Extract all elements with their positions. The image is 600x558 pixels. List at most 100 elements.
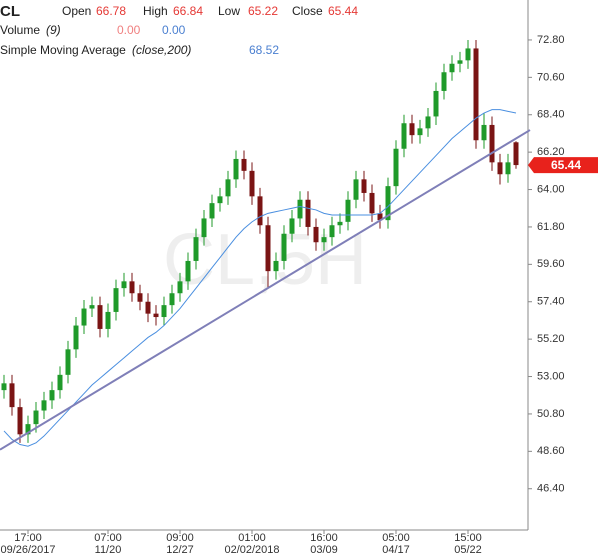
candle-body xyxy=(17,407,23,435)
x-tick-label: 01:00 xyxy=(238,532,266,544)
candle-body xyxy=(377,213,383,221)
candle-body xyxy=(105,311,111,329)
x-tick-label: 07:00 xyxy=(94,532,122,544)
candle-body xyxy=(457,60,463,64)
candle-body xyxy=(313,226,319,243)
y-tick-label: 50.80 xyxy=(537,408,565,420)
symbol: CL xyxy=(0,3,20,20)
x-tick-label: 16:00 xyxy=(310,532,338,544)
candle-body xyxy=(425,116,431,129)
candle-body xyxy=(113,288,119,312)
x-tick-date: 11/20 xyxy=(95,544,122,556)
y-tick-label: 59.60 xyxy=(537,258,565,270)
candle-body xyxy=(465,48,471,61)
x-tick-date: 09/26/2017 xyxy=(0,544,55,556)
candle-body xyxy=(89,305,95,309)
candle-body xyxy=(217,196,223,204)
candle-body xyxy=(321,237,327,243)
candle-body xyxy=(33,410,39,425)
candle-body xyxy=(185,260,191,282)
y-tick-label: 53.00 xyxy=(537,370,565,382)
y-tick-label: 72.80 xyxy=(537,34,565,46)
high-value: 66.84 xyxy=(173,4,203,18)
sma-value: 68.52 xyxy=(249,43,279,57)
volume-label: Volume xyxy=(0,23,40,37)
candle-body xyxy=(497,162,503,175)
trend-line xyxy=(0,129,531,451)
candle-body xyxy=(505,162,511,175)
y-tick-label: 68.40 xyxy=(537,109,565,121)
candle-body xyxy=(257,196,263,226)
candle-body xyxy=(353,179,359,200)
last-price-label: 65.44 xyxy=(551,158,581,172)
candle-body xyxy=(1,383,7,391)
candle-body xyxy=(281,233,287,261)
candle-body xyxy=(209,203,215,219)
x-tick-label: 15:00 xyxy=(454,532,482,544)
candle-body xyxy=(489,124,495,163)
candle-body xyxy=(441,72,447,91)
candle-body xyxy=(153,313,159,318)
x-tick-label: 05:00 xyxy=(382,532,410,544)
candle-body xyxy=(345,199,351,222)
candle-body xyxy=(41,400,47,411)
sma-param: (close,200) xyxy=(132,43,191,57)
y-tick-label: 64.00 xyxy=(537,183,565,195)
candle-body xyxy=(161,305,167,318)
candle-body xyxy=(201,218,207,238)
y-tick-label: 57.40 xyxy=(537,296,565,308)
y-tick-label: 55.20 xyxy=(537,333,565,345)
y-tick-label: 70.60 xyxy=(537,71,565,83)
x-tick-date: 02/02/2018 xyxy=(224,544,279,556)
open-value: 66.78 xyxy=(96,4,126,18)
candle-body xyxy=(337,221,343,226)
candle-body xyxy=(433,90,439,117)
candle-body xyxy=(97,305,103,329)
volume-a: 0.00 xyxy=(117,23,141,37)
y-tick-label: 66.20 xyxy=(537,146,565,158)
volume-param: (9) xyxy=(46,23,61,37)
x-tick-date: 03/09 xyxy=(310,544,338,556)
candle-body xyxy=(305,199,311,227)
candle-body xyxy=(393,148,399,187)
candle-body xyxy=(137,293,143,302)
candle-body xyxy=(49,390,55,401)
candle-body xyxy=(65,349,71,375)
candle-body xyxy=(9,383,15,408)
candle-body xyxy=(329,225,335,238)
candle-body xyxy=(233,158,239,180)
low-label: Low xyxy=(218,4,240,18)
candle-body xyxy=(513,142,519,166)
candle-body xyxy=(57,374,63,391)
candle-body xyxy=(401,123,407,149)
high-label: High xyxy=(143,4,168,18)
candle-body xyxy=(273,260,279,272)
candle-body xyxy=(177,281,183,294)
candle-body xyxy=(129,281,135,294)
candle-body xyxy=(473,48,479,141)
close-label: Close xyxy=(292,4,323,18)
candle-body xyxy=(225,179,231,197)
y-tick-label: 46.40 xyxy=(537,483,565,495)
low-value: 65.22 xyxy=(248,4,278,18)
x-tick-label: 17:00 xyxy=(14,532,42,544)
candle-body xyxy=(369,192,375,214)
x-tick-date: 05/22 xyxy=(454,544,482,556)
candle-body xyxy=(25,424,31,435)
candle-body xyxy=(449,63,455,73)
sma-label: Simple Moving Average xyxy=(0,43,126,57)
candle-body xyxy=(121,281,127,289)
x-tick-date: 04/17 xyxy=(382,544,410,556)
candle-body xyxy=(241,158,247,171)
candle-body xyxy=(297,199,303,219)
candle-body xyxy=(385,186,391,221)
candle-body xyxy=(145,301,151,314)
candle-body xyxy=(417,128,423,136)
candle-body xyxy=(73,325,79,350)
candle-body xyxy=(289,218,295,234)
y-tick-label: 61.80 xyxy=(537,221,565,233)
x-tick-date: 12/27 xyxy=(166,544,194,556)
x-tick-label: 09:00 xyxy=(166,532,194,544)
open-label: Open xyxy=(62,4,91,18)
